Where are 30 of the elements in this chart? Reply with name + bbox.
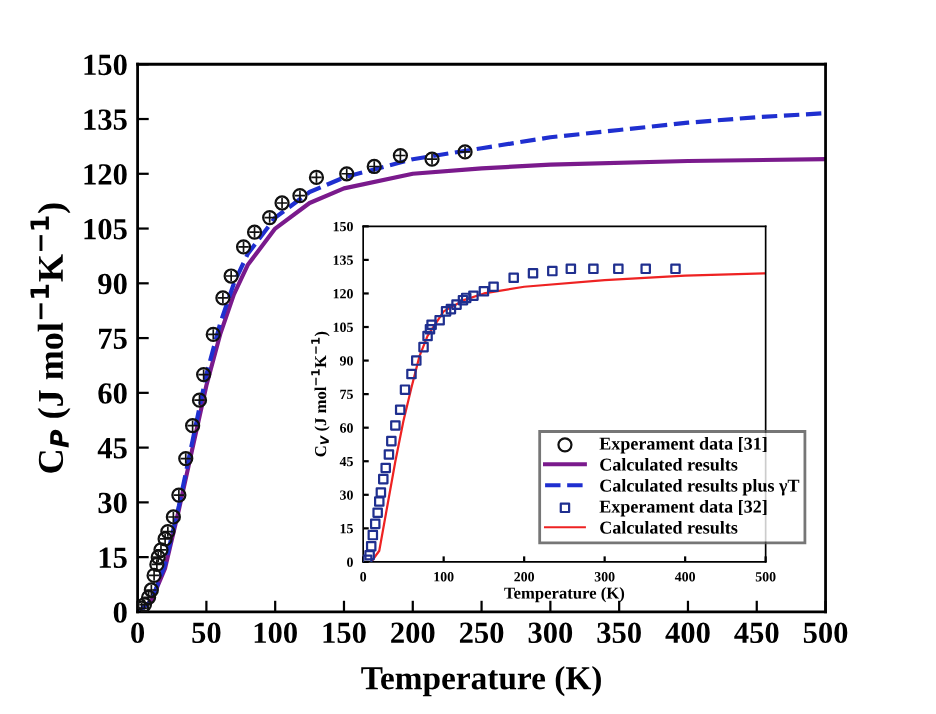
x-tick-label: 50 <box>192 622 221 644</box>
x-axis-title: Temperature (K) <box>361 666 601 697</box>
x-axis-title: Temperature (K) <box>504 587 625 603</box>
x-tick-label: 0 <box>131 622 145 644</box>
y-axis-title: C$_{V}$ (J mol$^{−1}$K$^{−1}$) <box>311 331 330 457</box>
x-tick-label: 400 <box>665 622 710 644</box>
y-axis-title: C$_{P}$ (J mol$^{−1}$K$^{−1}$) <box>30 203 71 473</box>
y-tick-label: 120 <box>84 164 127 185</box>
y-tick-label: 135 <box>84 109 127 130</box>
y-tick-label: 30 <box>98 492 127 514</box>
y-tick-label: 75 <box>99 328 127 349</box>
legend-label: Experament data [32] <box>599 500 767 517</box>
x-tick-label: 300 <box>528 622 573 644</box>
x-tick-label: 500 <box>803 622 848 644</box>
y-tick-label: 0 <box>113 602 127 623</box>
x-tick-label: 350 <box>597 622 641 644</box>
x-tick-label: 200 <box>391 622 435 644</box>
legend-label: Calculated results <box>600 521 738 534</box>
x-tick-label: 450 <box>734 622 779 644</box>
legend-label: Calculated results <box>600 458 738 471</box>
y-tick-label: 150 <box>84 54 127 76</box>
y-tick-label: 60 <box>98 383 127 404</box>
y-tick-label: 105 <box>84 218 127 240</box>
legend-label: Calculated results plus γT <box>600 479 800 496</box>
x-tick-label: 250 <box>459 622 504 644</box>
y-tick-label: 90 <box>98 273 127 295</box>
y-tick-label: 45 <box>97 438 127 459</box>
y-tick-label: 15 <box>99 547 127 569</box>
x-tick-label: 100 <box>254 622 297 644</box>
legend-label: Experament data [31] <box>599 437 767 454</box>
